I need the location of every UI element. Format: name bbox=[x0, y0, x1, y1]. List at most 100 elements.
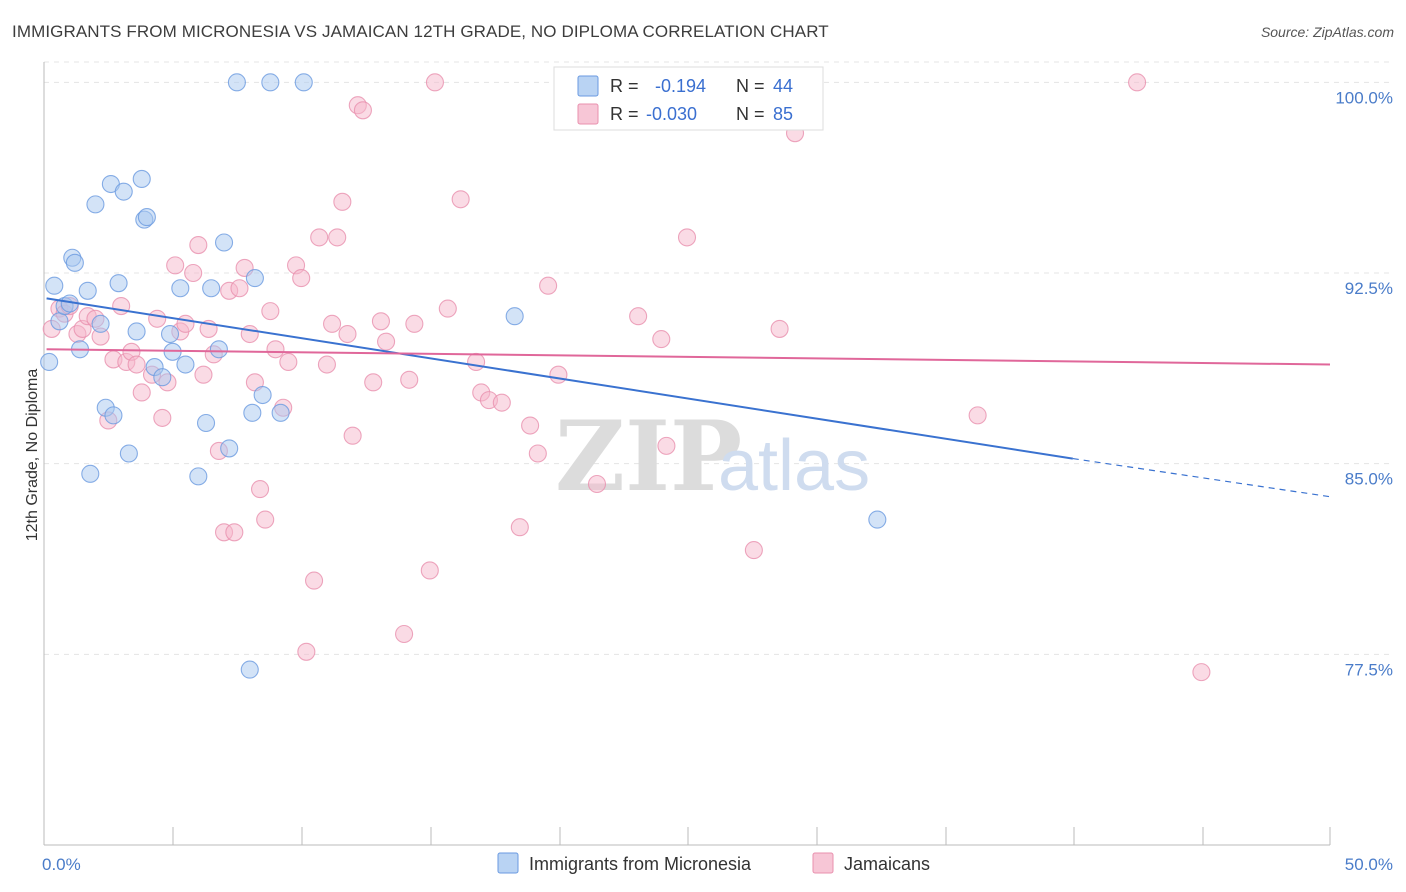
jamaican-point bbox=[148, 309, 167, 328]
jamaican-point bbox=[176, 314, 195, 333]
jamaican-point bbox=[425, 73, 444, 92]
jamaican-point bbox=[297, 642, 316, 661]
jamaican-point bbox=[256, 510, 275, 529]
micronesia-point bbox=[127, 322, 146, 341]
micronesia-point bbox=[271, 403, 290, 422]
micronesia-point bbox=[50, 312, 69, 331]
jamaican-point bbox=[677, 228, 697, 247]
jamaican-point bbox=[132, 383, 151, 402]
micronesia-point bbox=[132, 169, 151, 188]
jamaican-point bbox=[266, 340, 285, 359]
y-tick-label: 92.5% bbox=[1345, 279, 1393, 298]
jamaican-point bbox=[400, 370, 419, 389]
legend-swatch-micronesia bbox=[577, 75, 599, 97]
jamaican-point bbox=[451, 190, 470, 209]
jamaican-point bbox=[371, 312, 390, 331]
jamaican-point bbox=[528, 444, 547, 463]
jamaican-point bbox=[420, 561, 439, 580]
legend-n-label-jamaicans: N = bbox=[736, 104, 765, 124]
jamaican-point bbox=[225, 523, 244, 542]
jamaican-point bbox=[1128, 73, 1147, 92]
jamaican-point bbox=[492, 393, 511, 412]
x-tick-label-min: 0.0% bbox=[42, 855, 81, 874]
micronesia-point bbox=[176, 355, 195, 374]
jamaican-point bbox=[194, 365, 213, 384]
jamaican-point bbox=[395, 624, 414, 644]
micronesia-point bbox=[220, 439, 239, 458]
jamaican-point bbox=[744, 541, 763, 560]
jamaican-point bbox=[510, 518, 529, 537]
micronesia-point bbox=[81, 464, 100, 483]
jamaican-point bbox=[250, 480, 270, 499]
jamaican-point bbox=[353, 101, 372, 120]
jamaican-point bbox=[240, 324, 259, 344]
micronesia-point bbox=[78, 281, 97, 300]
micronesia-point bbox=[86, 195, 105, 214]
y-tick-label: 100.0% bbox=[1335, 88, 1393, 107]
jamaican-point bbox=[317, 355, 336, 374]
legend-r-label-jamaicans: R = bbox=[610, 104, 639, 124]
jamaican-point bbox=[189, 235, 208, 255]
jamaican-point bbox=[184, 263, 203, 283]
micronesia-point bbox=[114, 182, 133, 201]
micronesia-point bbox=[245, 269, 264, 288]
legend-r-label-micronesia: R = bbox=[610, 76, 639, 96]
watermark-zip: ZIP bbox=[555, 400, 742, 513]
micronesia-point bbox=[202, 279, 221, 298]
jamaican-point bbox=[438, 299, 457, 318]
micronesia-point bbox=[171, 279, 190, 298]
jamaican-point bbox=[467, 352, 486, 372]
stats-legend-box bbox=[553, 66, 824, 131]
stats-legend: R = -0.194 N = 44 R = -0.030 N = 85 bbox=[553, 66, 824, 131]
micronesia-point bbox=[189, 467, 208, 486]
micronesia-point bbox=[209, 340, 228, 359]
micronesia-point bbox=[160, 324, 180, 344]
micronesia-point bbox=[240, 660, 259, 679]
jamaican-point bbox=[323, 314, 342, 333]
jamaican-point bbox=[343, 426, 362, 445]
watermark-atlas: atlas bbox=[718, 426, 870, 506]
x-tick-label-max: 50.0% bbox=[1345, 855, 1393, 874]
jamaican-point bbox=[377, 332, 396, 351]
micronesia-point bbox=[294, 73, 313, 92]
micronesia-point bbox=[505, 307, 524, 326]
trend-layer bbox=[46, 297, 1331, 498]
jamaican-point bbox=[770, 319, 789, 338]
jamaican-point bbox=[968, 406, 987, 425]
jamaican-point bbox=[521, 416, 540, 435]
jamaican-point bbox=[652, 330, 671, 349]
jamaican-point bbox=[338, 324, 357, 344]
jamaican-point bbox=[310, 228, 329, 247]
legend-n-value-micronesia: 44 bbox=[773, 76, 793, 96]
micronesia-point bbox=[137, 208, 156, 227]
jamaican-point bbox=[364, 373, 383, 392]
jamaican-point bbox=[292, 269, 311, 288]
watermark: ZIP atlas bbox=[555, 400, 870, 513]
jamaican-point bbox=[305, 571, 324, 590]
y-tick-label: 85.0% bbox=[1345, 470, 1393, 489]
jamaican-point bbox=[1192, 663, 1211, 682]
micronesia-point bbox=[261, 73, 280, 92]
micronesia-point bbox=[104, 406, 123, 425]
micronesia-point bbox=[214, 233, 234, 252]
micronesia-point bbox=[227, 73, 246, 92]
jamaican-point bbox=[333, 192, 352, 211]
legend-n-value-jamaicans: 85 bbox=[773, 104, 793, 124]
axes-layer: 77.5% 85.0% 92.5% 100.0% 0.0% 50.0% bbox=[42, 62, 1393, 874]
micronesia-point bbox=[65, 253, 84, 272]
chart-source: Source: ZipAtlas.com bbox=[1260, 24, 1394, 40]
series-legend-label-micronesia: Immigrants from Micronesia bbox=[529, 854, 752, 874]
micronesia-point bbox=[868, 510, 887, 529]
jamaican-point bbox=[657, 436, 676, 455]
jamaican-point bbox=[230, 279, 249, 298]
points-layer bbox=[40, 73, 1211, 682]
micronesia-point bbox=[253, 385, 272, 405]
jamaican-point bbox=[279, 352, 298, 372]
jamaican-point bbox=[549, 365, 568, 384]
legend-r-value-micronesia: -0.194 bbox=[655, 76, 706, 96]
micronesia-point bbox=[119, 444, 138, 463]
jamaican-point bbox=[405, 314, 424, 333]
jamaican-point bbox=[261, 302, 280, 321]
y-tick-label: 77.5% bbox=[1345, 660, 1393, 679]
